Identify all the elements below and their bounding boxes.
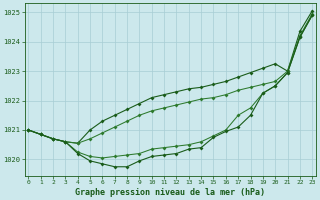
X-axis label: Graphe pression niveau de la mer (hPa): Graphe pression niveau de la mer (hPa) <box>75 188 265 197</box>
